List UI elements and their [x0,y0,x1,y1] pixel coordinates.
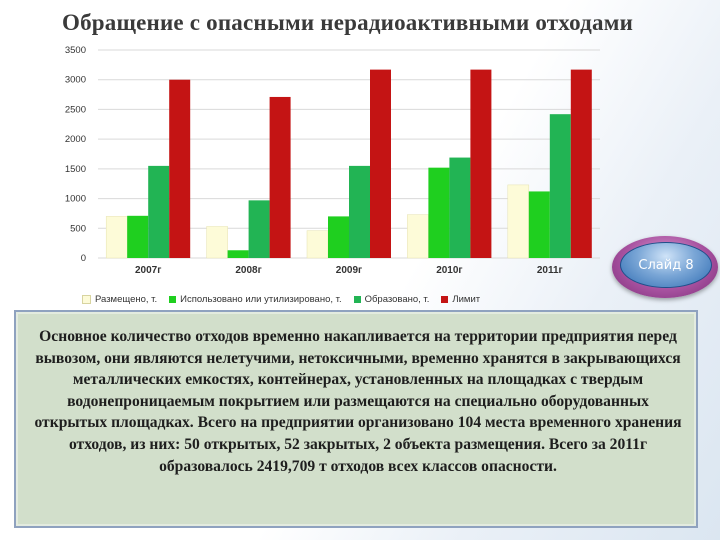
bar-2-2 [227,250,249,258]
x-tick-label: 2011г [537,265,563,276]
legend-item: Образовано, т. [353,293,430,305]
description-box: Основное количество отходов временно нак… [14,310,698,528]
legend-swatch [169,295,177,303]
bar-2-1 [127,215,149,258]
bar-4-5 [570,69,592,259]
legend-item: Размещено, т. [82,294,157,305]
y-axis-ticks: 0 500 1000 1500 2000 2500 3000 3500 [65,45,86,264]
bar-2-3 [328,216,349,258]
x-tick-label: 2009г [336,265,362,276]
y-tick-label: 2500 [65,104,86,115]
bar-1-3 [306,230,329,259]
y-tick-label: 500 [70,223,86,234]
chart-bars [105,69,592,259]
legend-item: Лимит [441,294,480,305]
chart-legend: Размещено, т. Использовано или утилизиров… [82,292,480,306]
x-tick-label: 2008г [235,265,261,276]
bar-1-1 [105,216,128,259]
slide-number-label: Слайд 8 [638,257,694,273]
bar-1-4 [407,214,429,259]
bar-3-3 [349,165,370,258]
bar-1-2 [206,226,228,259]
x-tick-label: 2007г [135,265,161,276]
bar-4-2 [269,96,291,258]
legend-label: Использовано или утилизировано, т. [180,293,342,305]
legend-swatch [441,295,449,303]
legend-label: Лимит [452,293,481,305]
y-tick-label: 1500 [65,164,86,175]
description-text: Основное количество отходов временно нак… [34,328,682,475]
legend-swatch [353,295,361,303]
bar-3-4 [449,157,471,258]
bar-3-2 [248,200,270,258]
legend-label: Размещено, т. [95,293,158,305]
legend-swatch [82,294,91,304]
bar-3-5 [549,114,571,258]
bar-2-4 [428,167,450,258]
y-tick-label: 3000 [65,75,86,86]
x-tick-label: 2010г [436,265,462,276]
slide-number-badge: Слайд 8 [612,236,718,298]
bar-2-5 [528,191,550,258]
y-tick-label: 1000 [65,194,86,205]
page-title: Обращение с опасными нерадиоактивными от… [62,10,634,35]
bar-4-1 [169,79,191,258]
y-tick-label: 3500 [65,45,86,56]
legend-item: Использовано или утилизировано, т. [169,293,342,305]
y-tick-label: 2000 [65,134,86,145]
bar-1-5 [507,184,530,259]
x-axis-ticks: 2007г 2008г 2009г 2010г 2011г [135,265,563,276]
bar-4-4 [470,69,492,259]
legend-label: Образовано, т. [364,293,430,305]
y-tick-label: 0 [81,253,86,264]
bar-3-1 [148,165,170,258]
bar-4-3 [370,69,391,259]
